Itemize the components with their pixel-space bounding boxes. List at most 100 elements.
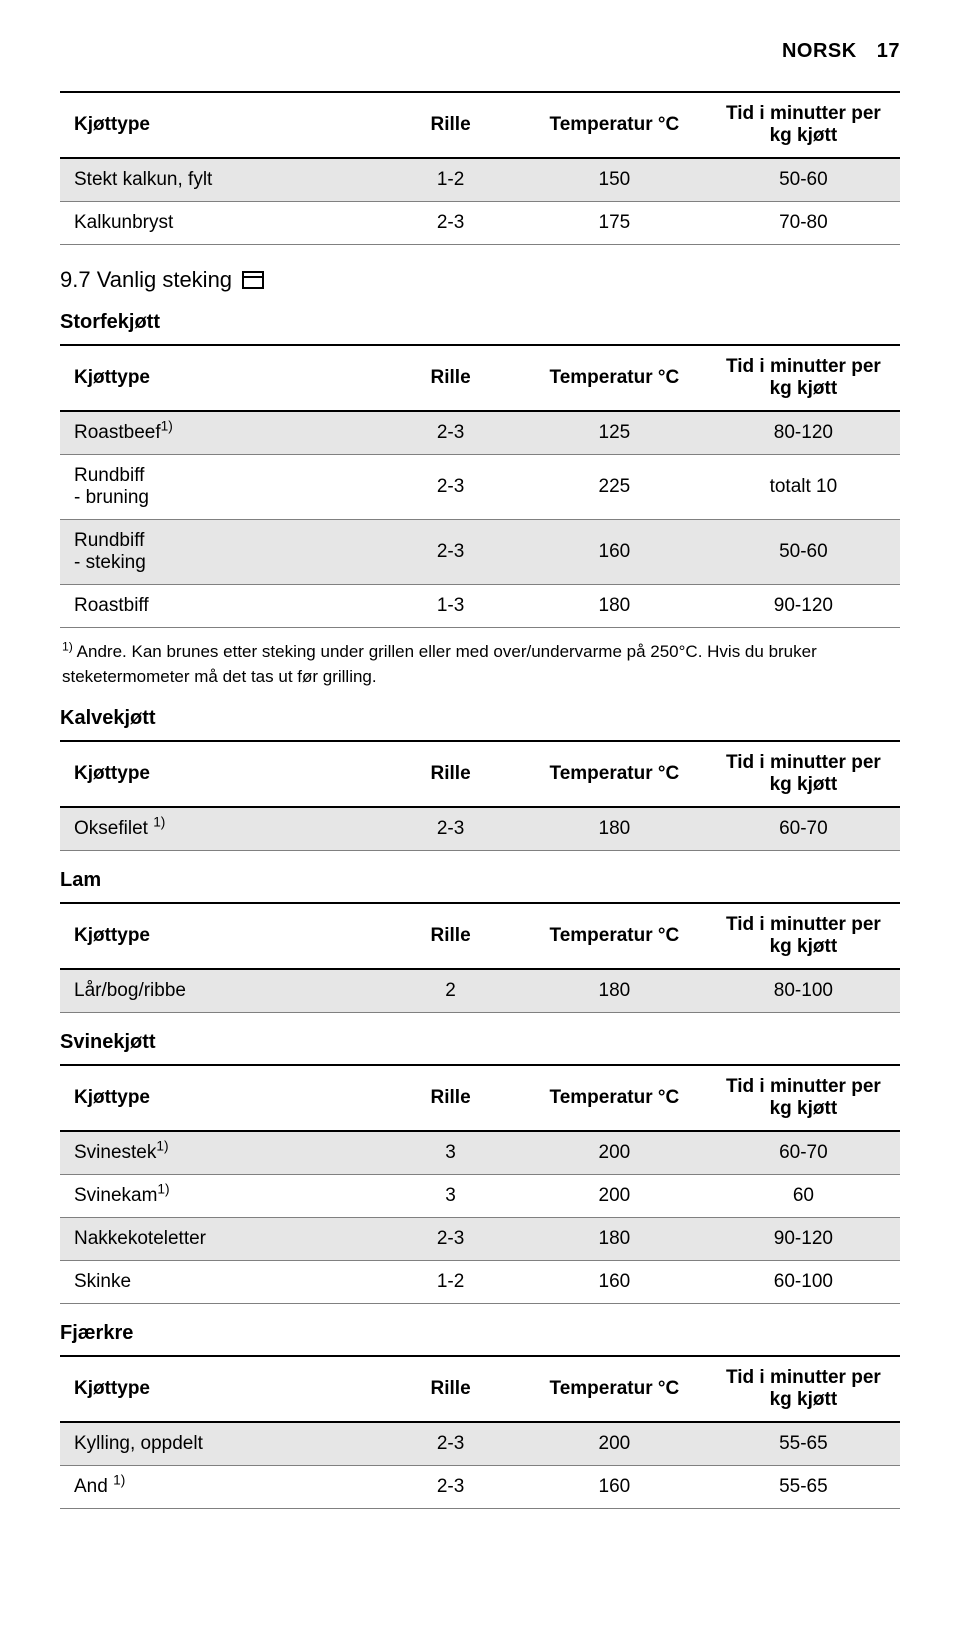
cell-temp: 160 <box>522 520 707 585</box>
table-header-row: Kjøttype Rille Temperatur °C Tid i minut… <box>60 92 900 158</box>
col-tid-header: Tid i minutter per kg kjøtt <box>707 741 900 807</box>
table-row: Skinke 1-2 160 60-100 <box>60 1261 900 1304</box>
fjaerkre-table: Kjøttype Rille Temperatur °C Tid i minut… <box>60 1355 900 1509</box>
col-tid-header: Tid i minutter per kg kjøtt <box>707 345 900 411</box>
cell-tid: 55-65 <box>707 1422 900 1466</box>
cell-type: Stekt kalkun, fylt <box>60 158 379 202</box>
cell-tid: 50-60 <box>707 158 900 202</box>
col-temp-header: Temperatur °C <box>522 903 707 969</box>
lam-table: Kjøttype Rille Temperatur °C Tid i minut… <box>60 902 900 1013</box>
col-rille-header: Rille <box>379 1065 522 1131</box>
table-row: Roastbeef1) 2-3 125 80-120 <box>60 411 900 455</box>
cell-type: Rundbiff - bruning <box>60 455 379 520</box>
col-rille-header: Rille <box>379 1356 522 1422</box>
cell-tid: 80-120 <box>707 411 900 455</box>
cell-tid: 60-100 <box>707 1261 900 1304</box>
cell-type: Svinekam1) <box>60 1175 379 1218</box>
table-header-row: Kjøttype Rille Temperatur °C Tid i minut… <box>60 345 900 411</box>
cell-temp: 160 <box>522 1261 707 1304</box>
col-type-header: Kjøttype <box>60 903 379 969</box>
table-row: Oksefilet 1) 2-3 180 60-70 <box>60 807 900 851</box>
table-row: Svinekam1) 3 200 60 <box>60 1175 900 1218</box>
svinekjott-title: Svinekjøtt <box>60 1031 900 1054</box>
table-row: Rundbiff - steking 2-3 160 50-60 <box>60 520 900 585</box>
section-9-7-title: 9.7 Vanlig steking <box>60 267 900 293</box>
table-header-row: Kjøttype Rille Temperatur °C Tid i minut… <box>60 741 900 807</box>
cell-type: Kylling, oppdelt <box>60 1422 379 1466</box>
cell-temp: 175 <box>522 202 707 245</box>
cell-tid: 80-100 <box>707 969 900 1013</box>
cell-tid: 60-70 <box>707 807 900 851</box>
top-table: Kjøttype Rille Temperatur °C Tid i minut… <box>60 91 900 245</box>
page-header: NORSK 17 <box>60 40 900 63</box>
col-type-header: Kjøttype <box>60 92 379 158</box>
cell-tid: 90-120 <box>707 1218 900 1261</box>
cell-type: Svinestek1) <box>60 1131 379 1175</box>
table-row: Kalkunbryst 2-3 175 70-80 <box>60 202 900 245</box>
cell-rille: 2-3 <box>379 1218 522 1261</box>
cell-temp: 200 <box>522 1131 707 1175</box>
svinekjott-table: Kjøttype Rille Temperatur °C Tid i minut… <box>60 1064 900 1304</box>
col-temp-header: Temperatur °C <box>522 1065 707 1131</box>
cell-type: Roastbeef1) <box>60 411 379 455</box>
cell-rille: 2-3 <box>379 455 522 520</box>
cell-type: And 1) <box>60 1466 379 1509</box>
cell-type: Skinke <box>60 1261 379 1304</box>
cell-rille: 2-3 <box>379 520 522 585</box>
cell-tid: 90-120 <box>707 585 900 628</box>
cell-tid: 55-65 <box>707 1466 900 1509</box>
cell-rille: 2-3 <box>379 1466 522 1509</box>
cell-tid: totalt 10 <box>707 455 900 520</box>
col-rille-header: Rille <box>379 741 522 807</box>
cell-rille: 1-2 <box>379 158 522 202</box>
cell-temp: 125 <box>522 411 707 455</box>
fjaerkre-title: Fjærkre <box>60 1322 900 1345</box>
cell-rille: 3 <box>379 1175 522 1218</box>
cell-tid: 60-70 <box>707 1131 900 1175</box>
col-rille-header: Rille <box>379 345 522 411</box>
table-row: And 1) 2-3 160 55-65 <box>60 1466 900 1509</box>
language-label: NORSK <box>782 40 857 62</box>
table-header-row: Kjøttype Rille Temperatur °C Tid i minut… <box>60 1356 900 1422</box>
col-rille-header: Rille <box>379 903 522 969</box>
col-type-header: Kjøttype <box>60 741 379 807</box>
cell-temp: 200 <box>522 1422 707 1466</box>
cell-temp: 180 <box>522 969 707 1013</box>
storfekjott-title: Storfekjøtt <box>60 311 900 334</box>
table-header-row: Kjøttype Rille Temperatur °C Tid i minut… <box>60 903 900 969</box>
page-number: 17 <box>877 40 900 62</box>
table-row: Svinestek1) 3 200 60-70 <box>60 1131 900 1175</box>
cell-type: Kalkunbryst <box>60 202 379 245</box>
lam-title: Lam <box>60 869 900 892</box>
table-row: Stekt kalkun, fylt 1-2 150 50-60 <box>60 158 900 202</box>
col-temp-header: Temperatur °C <box>522 92 707 158</box>
table-row: Kylling, oppdelt 2-3 200 55-65 <box>60 1422 900 1466</box>
cell-rille: 2-3 <box>379 807 522 851</box>
cell-rille: 2 <box>379 969 522 1013</box>
table-row: Lår/bog/ribbe 2 180 80-100 <box>60 969 900 1013</box>
col-type-header: Kjøttype <box>60 345 379 411</box>
kalvekjott-title: Kalvekjøtt <box>60 707 900 730</box>
cell-type: Rundbiff - steking <box>60 520 379 585</box>
cell-rille: 1-3 <box>379 585 522 628</box>
cell-temp: 180 <box>522 585 707 628</box>
col-temp-header: Temperatur °C <box>522 1356 707 1422</box>
cell-type: Lår/bog/ribbe <box>60 969 379 1013</box>
col-tid-header: Tid i minutter per kg kjøtt <box>707 1356 900 1422</box>
col-type-header: Kjøttype <box>60 1065 379 1131</box>
col-tid-header: Tid i minutter per kg kjøtt <box>707 1065 900 1131</box>
cell-type: Oksefilet 1) <box>60 807 379 851</box>
cell-rille: 2-3 <box>379 411 522 455</box>
col-tid-header: Tid i minutter per kg kjøtt <box>707 92 900 158</box>
col-temp-header: Temperatur °C <box>522 741 707 807</box>
cell-temp: 160 <box>522 1466 707 1509</box>
table-row: Rundbiff - bruning 2-3 225 totalt 10 <box>60 455 900 520</box>
table-row: Nakkekoteletter 2-3 180 90-120 <box>60 1218 900 1261</box>
col-type-header: Kjøttype <box>60 1356 379 1422</box>
storfekjott-table: Kjøttype Rille Temperatur °C Tid i minut… <box>60 344 900 628</box>
cell-rille: 2-3 <box>379 1422 522 1466</box>
cell-temp: 225 <box>522 455 707 520</box>
storfekjott-footnote: 1) Andre. Kan brunes etter steking under… <box>60 640 900 689</box>
cell-rille: 2-3 <box>379 202 522 245</box>
col-tid-header: Tid i minutter per kg kjøtt <box>707 903 900 969</box>
